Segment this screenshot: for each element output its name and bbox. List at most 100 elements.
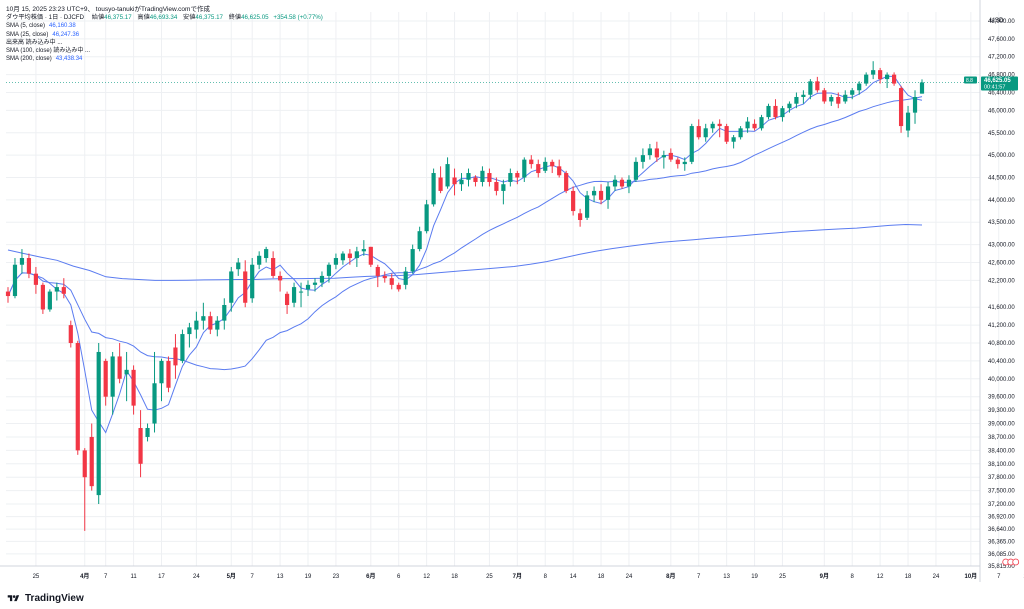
candle-down: [40, 284, 45, 310]
candle-down: [243, 271, 248, 303]
candle-up: [543, 161, 548, 171]
candle-up: [445, 164, 450, 187]
candle-down: [61, 287, 66, 294]
x-tick-label: 24: [626, 574, 633, 580]
y-tick-label: 39,600.00: [988, 395, 1015, 401]
last-price-timer: 00:41:57: [984, 84, 1005, 90]
candle-down: [138, 428, 143, 464]
event-marker-icon: [1012, 558, 1020, 566]
last-price-tag-bg: [964, 76, 977, 84]
y-tick-label: 37,500.00: [988, 489, 1015, 495]
candle-up: [738, 128, 743, 138]
candle-down: [173, 347, 178, 366]
candle-down: [571, 190, 576, 212]
candle-down: [473, 177, 478, 182]
x-tick-label: 7: [104, 574, 108, 580]
y-tick-label: 38,700.00: [988, 435, 1015, 441]
candle-up: [640, 155, 646, 162]
candle-up: [201, 316, 206, 321]
x-tick-label: 25: [33, 574, 40, 580]
y-tick-label: 36,920.00: [988, 515, 1015, 521]
x-tick-label: 6: [397, 574, 401, 580]
candle-up: [585, 195, 590, 218]
x-tick-label: 12: [877, 574, 884, 580]
currency-label: USD: [990, 17, 1004, 24]
candle-down: [836, 96, 841, 104]
indicator-sma100[interactable]: SMA (100, close) 読み込み中 ...: [6, 48, 91, 55]
candle-up: [829, 96, 834, 102]
candle-up: [96, 351, 101, 496]
indicator-sma25[interactable]: SMA (25, close) 46,247.36: [6, 31, 80, 38]
candle-up: [682, 161, 687, 165]
y-tick-label: 45,000.00: [988, 153, 1015, 159]
candle-down: [131, 369, 136, 406]
y-tick-label: 40,800.00: [988, 341, 1015, 347]
y-tick-label: 38,100.00: [988, 462, 1015, 468]
y-tick-label: 36,640.00: [988, 527, 1015, 533]
ohlc-row: ダウ平均株価 · 1日 · DJCFD 始値46,375.17 高値46,693…: [6, 14, 323, 21]
candle-up: [340, 253, 345, 261]
candle-up: [298, 291, 304, 293]
candle-up: [780, 108, 785, 118]
candle-up: [236, 262, 241, 270]
candle-down: [347, 253, 352, 259]
candle-down: [550, 161, 555, 167]
candle-down: [898, 88, 904, 127]
x-tick-label: 18: [451, 574, 458, 580]
candle-up: [885, 74, 890, 80]
x-tick-label: 13: [277, 574, 284, 580]
candle-up: [766, 105, 771, 118]
x-tick-label: 13: [723, 574, 730, 580]
indicator-sma200[interactable]: SMA (200, close) 43,438.34: [6, 56, 83, 63]
candle-up: [508, 173, 513, 182]
y-tick-label: 47,600.00: [988, 37, 1015, 43]
candle-down: [5, 291, 11, 297]
x-tick-label: 8: [851, 574, 855, 580]
y-tick-label: 47,200.00: [988, 55, 1015, 61]
x-tick-label: 7: [997, 574, 1001, 580]
candle-up: [759, 117, 764, 129]
tradingview-footer[interactable]: TradingView: [6, 589, 84, 607]
candle-down: [271, 258, 276, 276]
candle-up: [145, 428, 150, 437]
x-tick-label: 25: [486, 574, 493, 580]
candle-up: [912, 96, 918, 113]
y-tick-label: 46,000.00: [988, 108, 1015, 114]
candle-down: [878, 70, 883, 80]
candle-down: [564, 173, 569, 191]
y-tick-label: 44,500.00: [988, 176, 1015, 182]
candle-down: [515, 173, 520, 178]
candle-up: [47, 291, 52, 310]
candle-down: [278, 275, 283, 281]
candle-up: [689, 126, 694, 162]
candle-down: [557, 166, 562, 176]
y-tick-label: 35,815.00: [988, 564, 1015, 570]
candle-up: [110, 356, 115, 397]
candle-up: [354, 251, 359, 259]
candle-up: [626, 179, 632, 187]
indicator-volume[interactable]: 出来高 読み込み中 ...: [6, 39, 63, 46]
brand-name: TradingView: [25, 592, 84, 604]
candle-up: [257, 255, 262, 265]
candle-up: [305, 284, 311, 290]
candle-up: [291, 287, 297, 303]
x-tick-label: 23: [333, 574, 340, 580]
candle-down: [487, 173, 492, 182]
candle-up: [612, 179, 618, 187]
candle-up: [19, 258, 25, 265]
candle-up: [661, 155, 666, 158]
x-tick-label: 24: [193, 574, 200, 580]
candle-up: [312, 282, 318, 285]
candle-down: [75, 343, 80, 451]
candle-up: [466, 173, 471, 180]
change-value: +354.58 (+0.77%): [273, 14, 323, 21]
chart-legend: ダウ平均株価 · 1日 · DJCFD 始値46,375.17 高値46,693…: [6, 14, 323, 64]
candle-down: [208, 316, 213, 330]
candle-up: [319, 275, 325, 283]
candle-down: [724, 126, 729, 142]
indicator-sma5[interactable]: SMA (5, close) 46,160.38: [6, 23, 76, 30]
candle-down: [33, 273, 39, 285]
candle-up: [605, 186, 611, 200]
candle-down: [103, 360, 108, 397]
